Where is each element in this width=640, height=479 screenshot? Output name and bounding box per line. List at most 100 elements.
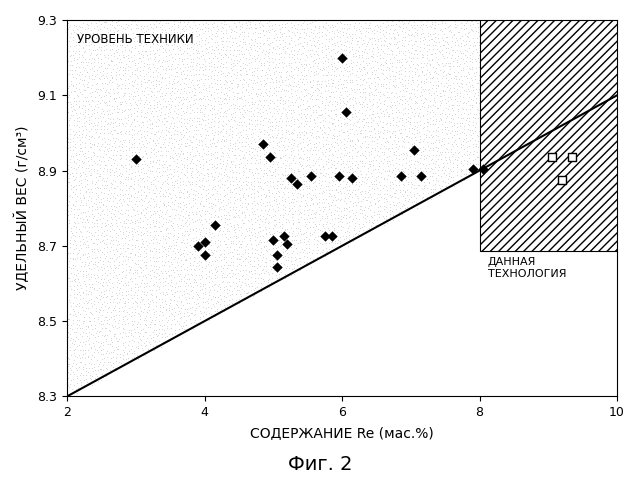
Point — [93, 308, 104, 316]
Point — [272, 33, 282, 41]
Point — [204, 209, 214, 217]
Point — [394, 56, 404, 64]
Point — [358, 220, 368, 228]
Point — [221, 120, 231, 128]
Point — [218, 160, 228, 168]
Point — [83, 249, 93, 257]
Point — [209, 281, 219, 288]
Point — [346, 84, 356, 92]
Point — [350, 110, 360, 117]
Point — [612, 29, 623, 37]
Point — [579, 42, 589, 49]
Point — [146, 144, 156, 151]
Point — [186, 16, 196, 24]
Point — [129, 139, 139, 147]
Point — [153, 115, 163, 123]
Point — [235, 201, 245, 209]
Point — [586, 85, 596, 93]
Point — [511, 29, 521, 37]
Point — [398, 149, 408, 157]
Point — [530, 19, 540, 26]
Point — [66, 52, 76, 59]
Point — [204, 124, 214, 131]
Point — [227, 166, 237, 173]
Point — [379, 155, 389, 163]
Point — [198, 101, 209, 109]
Point — [105, 248, 115, 255]
Point — [202, 303, 212, 311]
Point — [252, 284, 262, 291]
Point — [516, 104, 526, 112]
Point — [445, 70, 456, 78]
Point — [212, 274, 223, 281]
Point — [66, 111, 76, 119]
Point — [562, 80, 572, 87]
Point — [499, 60, 509, 68]
Point — [78, 267, 88, 274]
Point — [394, 142, 404, 150]
Point — [157, 151, 167, 159]
Point — [144, 138, 154, 146]
Point — [324, 202, 334, 209]
Point — [390, 212, 401, 219]
Point — [104, 298, 115, 306]
Point — [213, 213, 223, 220]
Point — [84, 127, 94, 135]
Point — [158, 278, 168, 285]
Point — [265, 162, 275, 170]
Point — [267, 118, 277, 126]
Point — [545, 106, 555, 114]
Point — [209, 226, 220, 234]
Point — [436, 25, 446, 33]
Point — [77, 183, 87, 191]
Point — [517, 55, 527, 62]
Point — [422, 107, 432, 114]
Point — [284, 59, 294, 67]
Point — [179, 170, 189, 178]
Point — [322, 212, 332, 219]
Point — [373, 80, 383, 88]
Point — [65, 343, 75, 351]
Point — [239, 32, 250, 40]
Point — [272, 139, 282, 147]
Point — [299, 235, 309, 243]
Point — [264, 218, 274, 226]
Bar — [479, 20, 617, 251]
Point — [218, 136, 228, 144]
Point — [166, 174, 177, 182]
Point — [499, 96, 509, 104]
Point — [450, 54, 460, 61]
Point — [206, 49, 216, 57]
Point — [513, 135, 523, 143]
Point — [317, 189, 328, 197]
Point — [177, 217, 187, 224]
Point — [400, 188, 410, 195]
Point — [321, 53, 331, 61]
Point — [280, 247, 291, 255]
Point — [329, 134, 339, 142]
Point — [543, 90, 554, 97]
Point — [422, 55, 433, 62]
Point — [555, 96, 565, 103]
Point — [545, 32, 556, 39]
Point — [329, 220, 339, 228]
Point — [75, 109, 85, 117]
Point — [131, 155, 141, 163]
Point — [460, 150, 470, 158]
Point — [421, 70, 431, 78]
Point — [324, 112, 334, 119]
Point — [69, 121, 79, 129]
Point — [154, 46, 164, 53]
Point — [572, 51, 582, 58]
Point — [132, 144, 142, 151]
Point — [241, 138, 252, 146]
Point — [175, 204, 186, 211]
Point — [399, 47, 410, 55]
Point — [294, 128, 304, 136]
Point — [359, 102, 369, 110]
Point — [264, 28, 274, 36]
Point — [371, 173, 381, 181]
Point — [328, 196, 339, 204]
Point — [88, 122, 98, 129]
Point — [136, 228, 147, 236]
